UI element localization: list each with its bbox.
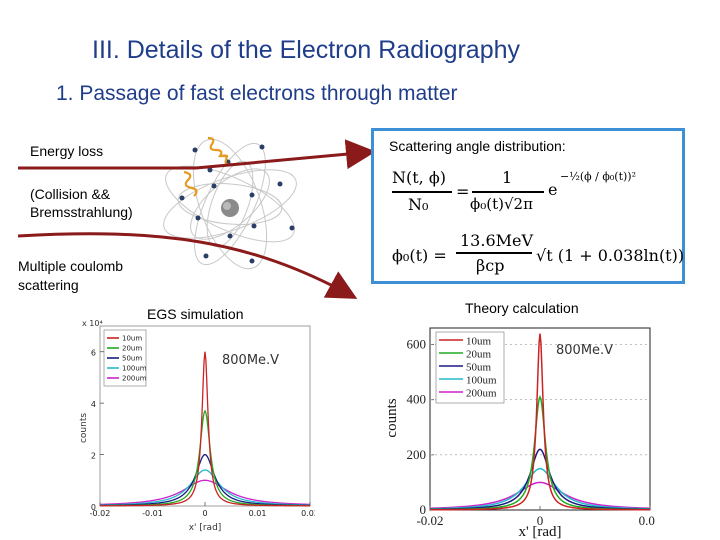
x-tick-label: -0.01 bbox=[142, 509, 163, 518]
eq2-den: βcp bbox=[476, 256, 505, 275]
y-tick-label: 600 bbox=[407, 337, 427, 352]
legend-label: 100um bbox=[466, 375, 497, 387]
x-tick-label: 0 bbox=[537, 513, 544, 528]
sim-y-multiplier: x 10⁴ bbox=[82, 319, 103, 328]
x-tick-label: 0.01 bbox=[249, 509, 267, 518]
y-tick-label: 0 bbox=[91, 503, 96, 512]
series-line-100um bbox=[429, 467, 651, 510]
eq1-equals: = bbox=[456, 182, 470, 201]
eq2-num: 13.6MeV bbox=[460, 231, 534, 250]
energy-loss-arrow bbox=[18, 139, 376, 170]
sim-ylabel: counts bbox=[79, 413, 89, 443]
series-line-100um bbox=[99, 469, 311, 506]
y-tick-label: 400 bbox=[407, 392, 427, 407]
legend-label: 10um bbox=[466, 336, 492, 348]
slide-title: III. Details of the Electron Radiography bbox=[92, 36, 521, 64]
slide-subtitle: 1. Passage of fast electrons through mat… bbox=[56, 82, 458, 105]
theory-energy-label: 800Me.V bbox=[556, 343, 613, 358]
x-tick-label: -0.02 bbox=[90, 509, 111, 518]
scattering-arrow bbox=[17, 232, 358, 299]
eq1-rhs-bar bbox=[472, 191, 544, 193]
y-tick-label: 6 bbox=[91, 349, 96, 358]
series-line-10um bbox=[430, 333, 650, 511]
sim-plot-caption: EGS simulation bbox=[147, 306, 244, 322]
atom-illustration-icon bbox=[163, 138, 297, 270]
coulomb-label-line2: scattering bbox=[18, 277, 79, 293]
legend-label: 50um bbox=[466, 362, 492, 374]
eq1-exp-base: e bbox=[548, 180, 558, 199]
legend-label: 20um bbox=[466, 349, 492, 361]
legend-label: 20um bbox=[122, 345, 142, 353]
collision-label-line2: Bremsstrahlung) bbox=[30, 204, 133, 220]
legend-label: 200um bbox=[122, 375, 147, 383]
y-tick-label: 2 bbox=[91, 452, 96, 461]
legend-label: 200um bbox=[466, 388, 497, 400]
eq1-exponent: −½(ϕ / ϕ₀(t))² bbox=[560, 170, 636, 183]
eq2-bar bbox=[456, 252, 532, 254]
photon-wiggle-icon bbox=[183, 170, 198, 197]
theory-ylabel: counts bbox=[384, 398, 400, 437]
x-tick-label: 0 bbox=[202, 509, 207, 518]
legend-label: 100um bbox=[122, 365, 147, 373]
theory-xlabel: x' [rad] bbox=[518, 524, 561, 540]
series-line-200um bbox=[429, 481, 651, 509]
legend-box bbox=[435, 331, 505, 404]
energy-loss-label: Energy loss bbox=[30, 143, 104, 159]
eq1-rhs-den: ϕ₀(t)√2π bbox=[470, 195, 533, 213]
eq1-rhs-num: 1 bbox=[502, 168, 513, 187]
legend-label: 10um bbox=[122, 335, 142, 343]
sim-xlabel: x' [rad] bbox=[189, 523, 222, 533]
y-tick-label: 0 bbox=[420, 502, 427, 517]
theory-plot-caption: Theory calculation bbox=[465, 300, 579, 316]
x-tick-label: -0.02 bbox=[416, 513, 443, 528]
sim-plot: x 10⁴ 800Me.V counts x' [rad] 0 2 4 6 -0.02 -… bbox=[79, 319, 315, 533]
legend-label: 50um bbox=[122, 355, 142, 363]
coulomb-label-line1: Multiple coulomb bbox=[18, 258, 124, 274]
series-line-200um bbox=[99, 479, 311, 506]
collision-label-line1: (Collision && bbox=[30, 186, 111, 202]
y-tick-label: 4 bbox=[91, 400, 96, 409]
eq1-lhs-num: N(t, ϕ) bbox=[392, 168, 446, 187]
sim-energy-label: 800Me.V bbox=[222, 353, 279, 368]
eq2-tail: √t (1 + 0.038ln(t)) bbox=[536, 246, 685, 265]
formula-panel-label: Scattering angle distribution: bbox=[389, 138, 566, 154]
x-tick-label: 0.02 bbox=[301, 509, 315, 518]
y-tick-label: 200 bbox=[407, 447, 427, 462]
series-line-10um bbox=[100, 351, 310, 507]
eq2-lhs: ϕ₀(t) = bbox=[392, 246, 447, 265]
x-tick-label: 0.02 bbox=[639, 513, 655, 528]
eq1-lhs-den: N₀ bbox=[408, 195, 429, 214]
eq1-lhs-bar bbox=[392, 191, 452, 193]
formula-panel bbox=[371, 128, 685, 284]
